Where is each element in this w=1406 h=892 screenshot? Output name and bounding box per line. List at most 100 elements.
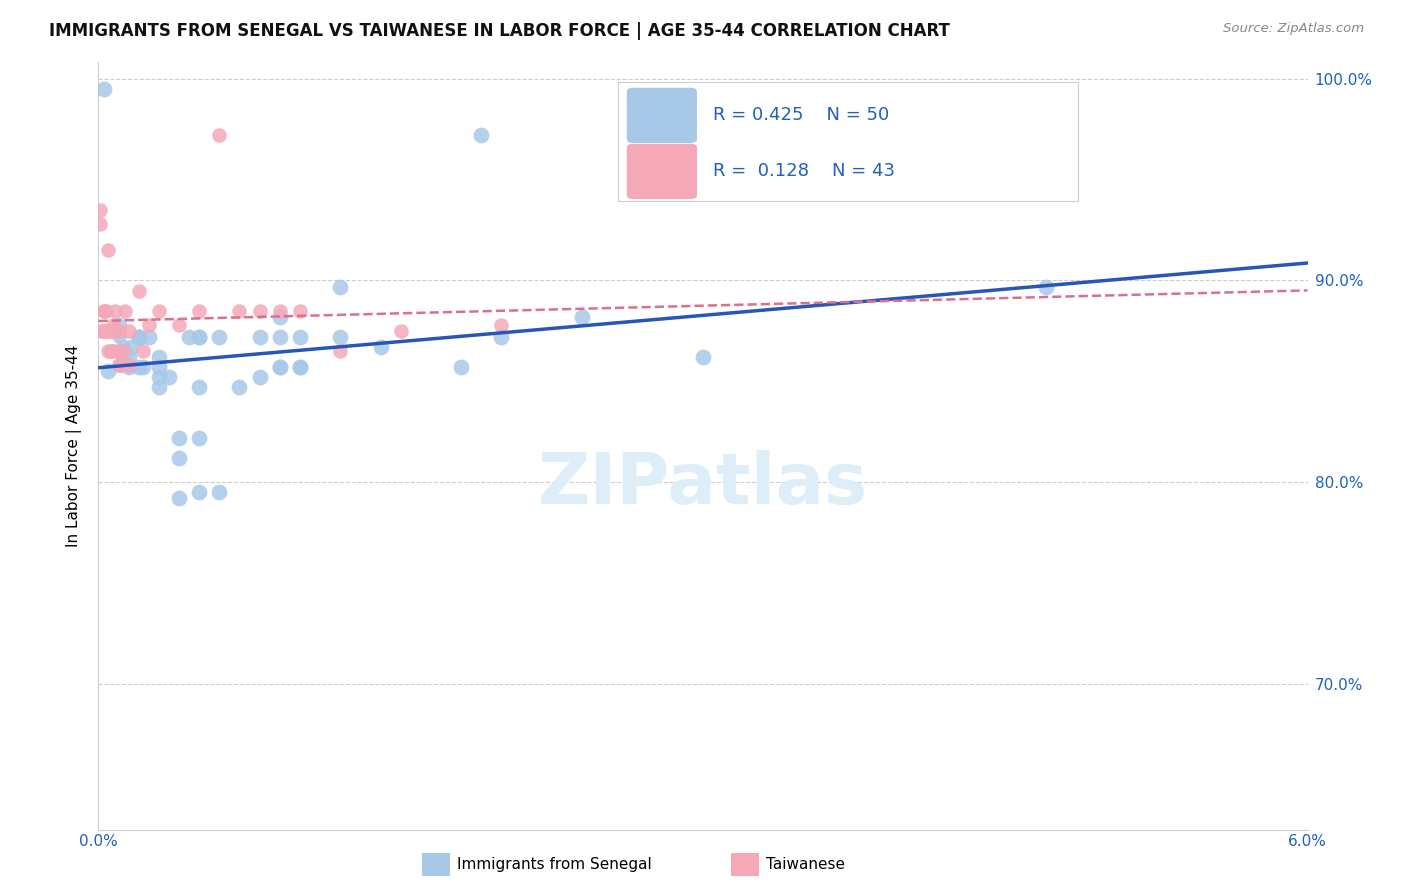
Point <box>89 202 111 217</box>
Point <box>167 491 190 506</box>
Point <box>148 350 170 364</box>
Point <box>118 324 141 338</box>
Text: Immigrants from Senegal: Immigrants from Senegal <box>457 857 652 871</box>
Point <box>470 128 492 142</box>
Point <box>228 380 250 394</box>
Point <box>148 370 170 384</box>
FancyBboxPatch shape <box>619 81 1078 201</box>
Point <box>188 303 211 318</box>
Point <box>167 318 190 332</box>
Point <box>128 330 150 344</box>
Point <box>269 310 291 324</box>
Point <box>114 303 136 318</box>
Point <box>132 344 155 359</box>
Point <box>148 303 170 318</box>
Point <box>91 324 114 338</box>
Point <box>269 303 291 318</box>
Point <box>288 330 311 344</box>
Point <box>107 344 129 359</box>
Point <box>179 330 201 344</box>
Point <box>118 358 141 372</box>
Point <box>93 303 115 318</box>
Point <box>107 358 129 372</box>
Point <box>93 303 115 318</box>
Point <box>100 324 122 338</box>
Point <box>118 350 141 364</box>
Point <box>111 344 134 359</box>
Point <box>571 310 593 324</box>
Point <box>97 324 120 338</box>
Point <box>89 217 111 231</box>
Point <box>96 324 118 338</box>
Point <box>288 303 311 318</box>
Point <box>208 485 231 500</box>
Point <box>103 324 125 338</box>
Text: Source: ZipAtlas.com: Source: ZipAtlas.com <box>1223 22 1364 36</box>
Point <box>128 284 150 298</box>
Point <box>103 303 125 318</box>
Point <box>692 350 714 364</box>
Point <box>107 318 129 332</box>
Point <box>491 330 513 344</box>
Point <box>101 318 124 332</box>
Point <box>288 360 311 375</box>
Point <box>228 303 250 318</box>
Point <box>370 340 392 354</box>
Point <box>389 324 412 338</box>
Point <box>450 360 472 375</box>
Point <box>249 370 271 384</box>
Point <box>107 324 129 338</box>
Text: ZIPatlas: ZIPatlas <box>538 450 868 519</box>
FancyBboxPatch shape <box>627 144 697 199</box>
Point <box>329 279 352 293</box>
Point <box>188 380 211 394</box>
Point <box>111 358 134 372</box>
Text: R =  0.128    N = 43: R = 0.128 N = 43 <box>713 162 894 180</box>
Point <box>97 324 120 338</box>
Point <box>208 330 231 344</box>
Point <box>249 330 271 344</box>
Point <box>91 324 114 338</box>
Point <box>93 81 115 95</box>
Point <box>107 358 129 372</box>
Point <box>93 324 115 338</box>
Point <box>208 128 231 142</box>
Point <box>138 318 160 332</box>
Point <box>329 330 352 344</box>
Point <box>107 328 129 343</box>
Point <box>269 360 291 375</box>
Point <box>1035 279 1057 293</box>
Point <box>138 330 160 344</box>
Point <box>329 344 352 359</box>
Point <box>111 350 134 364</box>
Point <box>148 380 170 394</box>
Point <box>288 360 311 375</box>
Point <box>96 303 118 318</box>
Point <box>97 364 120 378</box>
Point <box>167 431 190 445</box>
Text: IMMIGRANTS FROM SENEGAL VS TAIWANESE IN LABOR FORCE | AGE 35-44 CORRELATION CHAR: IMMIGRANTS FROM SENEGAL VS TAIWANESE IN … <box>49 22 950 40</box>
Point <box>249 303 271 318</box>
Point <box>167 451 190 466</box>
Point <box>118 360 141 375</box>
Point <box>128 330 150 344</box>
Text: Taiwanese: Taiwanese <box>766 857 845 871</box>
Point <box>101 344 124 359</box>
Point <box>188 330 211 344</box>
Point <box>188 330 211 344</box>
Point <box>111 340 134 354</box>
Point <box>97 344 120 359</box>
Point <box>128 330 150 344</box>
Point <box>491 318 513 332</box>
Point <box>188 485 211 500</box>
FancyBboxPatch shape <box>627 87 697 143</box>
Text: R = 0.425    N = 50: R = 0.425 N = 50 <box>713 106 889 124</box>
Point <box>100 344 122 359</box>
Point <box>269 330 291 344</box>
Point <box>120 340 142 354</box>
Point <box>157 370 180 384</box>
Point <box>188 431 211 445</box>
Point <box>269 360 291 375</box>
Y-axis label: In Labor Force | Age 35-44: In Labor Force | Age 35-44 <box>66 345 83 547</box>
Point <box>132 360 155 375</box>
